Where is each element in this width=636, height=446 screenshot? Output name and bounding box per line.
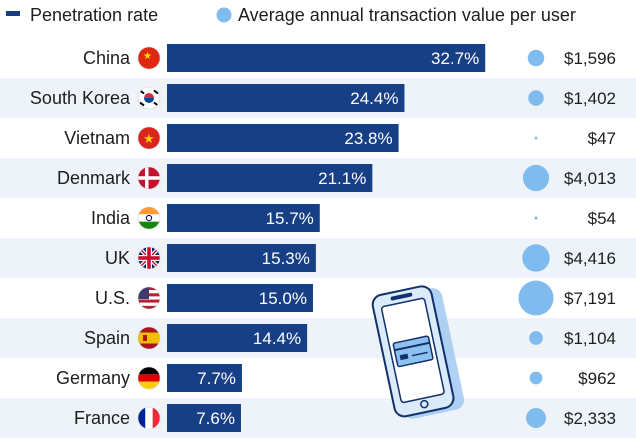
transaction-value-label: $2,333 bbox=[564, 409, 616, 428]
transaction-value-label: $7,191 bbox=[564, 289, 616, 308]
chart-row: Vietnam ★ 23.8% $47 bbox=[64, 124, 616, 152]
india-flag-icon bbox=[137, 206, 161, 230]
chart-row: Denmark 21.1% $4,013 bbox=[57, 164, 616, 192]
bar-data-label: 15.7% bbox=[266, 209, 314, 228]
chart-rows: China ★ 32.7% $1,596 South Korea 24.4% $1,402 V… bbox=[30, 44, 616, 432]
bar-data-label: 24.4% bbox=[350, 89, 398, 108]
transaction-value-label: $54 bbox=[588, 209, 616, 228]
category-label: China bbox=[83, 48, 131, 68]
smartphone-payment-icon bbox=[371, 285, 465, 419]
transaction-value-label: $1,596 bbox=[564, 49, 616, 68]
svg-text:★: ★ bbox=[143, 51, 152, 62]
category-label: U.S. bbox=[95, 288, 130, 308]
us-flag-icon bbox=[137, 286, 161, 310]
chart-row: Germany 7.7% $962 bbox=[56, 364, 616, 392]
chart-row: UK 15.3% $4,416 bbox=[105, 244, 616, 272]
bar bbox=[167, 204, 320, 232]
bar bbox=[167, 244, 316, 272]
bubble bbox=[534, 136, 538, 140]
bar bbox=[167, 164, 373, 192]
bar bbox=[167, 284, 313, 312]
category-label: Vietnam bbox=[64, 128, 130, 148]
bar bbox=[167, 404, 241, 432]
south-korea-flag-icon bbox=[137, 86, 161, 110]
category-label: India bbox=[91, 208, 131, 228]
bar-data-label: 7.7% bbox=[197, 369, 236, 388]
transaction-value-label: $1,402 bbox=[564, 89, 616, 108]
category-label: Germany bbox=[56, 368, 130, 388]
bar bbox=[167, 84, 405, 112]
bar-data-label: 21.1% bbox=[318, 169, 366, 188]
vietnam-flag-icon: ★ bbox=[137, 126, 161, 150]
bubble bbox=[518, 280, 554, 316]
category-label: UK bbox=[105, 248, 130, 268]
bar-data-label: 15.3% bbox=[262, 249, 310, 268]
bar bbox=[167, 324, 308, 352]
transaction-value-label: $4,416 bbox=[564, 249, 616, 268]
legend-label-transaction: Average annual transaction value per use… bbox=[238, 5, 576, 25]
transaction-value-label: $1,104 bbox=[564, 329, 616, 348]
transaction-value-label: $962 bbox=[578, 369, 616, 388]
denmark-flag-icon bbox=[137, 166, 161, 190]
transaction-value-label: $47 bbox=[588, 129, 616, 148]
chart-row: Spain 14.4% $1,104 bbox=[84, 324, 616, 352]
bar-data-label: 15.0% bbox=[259, 289, 307, 308]
category-label: South Korea bbox=[30, 88, 131, 108]
legend-label-penetration: Penetration rate bbox=[30, 5, 158, 25]
chart-row: U.S. 15.0% $7,191 bbox=[95, 280, 616, 316]
bar-data-label: 23.8% bbox=[344, 129, 392, 148]
bubble bbox=[534, 216, 538, 220]
chart-row: France 7.6% $2,333 bbox=[74, 404, 616, 432]
bar-data-label: 7.6% bbox=[196, 409, 235, 428]
category-label: France bbox=[74, 408, 130, 428]
uk-flag-icon bbox=[137, 246, 161, 270]
france-flag-icon bbox=[137, 406, 161, 430]
legend-marker-transaction bbox=[216, 7, 232, 23]
bar-data-label: 14.4% bbox=[253, 329, 301, 348]
bubble bbox=[522, 164, 550, 192]
chart-row: China ★ 32.7% $1,596 bbox=[83, 44, 616, 72]
spain-flag-icon bbox=[137, 326, 161, 350]
bar bbox=[167, 364, 242, 392]
bubble bbox=[526, 408, 546, 428]
bubble bbox=[527, 49, 545, 67]
bar-data-label: 32.7% bbox=[431, 49, 479, 68]
china-flag-icon: ★ bbox=[137, 46, 161, 70]
bubble bbox=[529, 331, 543, 345]
legend: Penetration rate Average annual transact… bbox=[6, 5, 576, 25]
svg-text:★: ★ bbox=[143, 131, 155, 146]
chart-row: South Korea 24.4% $1,402 bbox=[30, 84, 616, 112]
bubble bbox=[528, 90, 544, 106]
bubble bbox=[522, 244, 550, 272]
chart-row: India 15.7% $54 bbox=[91, 204, 616, 232]
bar bbox=[167, 124, 399, 152]
category-label: Spain bbox=[84, 328, 130, 348]
germany-flag-icon bbox=[137, 366, 161, 390]
legend-marker-penetration bbox=[6, 11, 20, 16]
bar bbox=[167, 44, 486, 72]
transaction-value-label: $4,013 bbox=[564, 169, 616, 188]
bubble bbox=[529, 371, 543, 385]
category-label: Denmark bbox=[57, 168, 131, 188]
